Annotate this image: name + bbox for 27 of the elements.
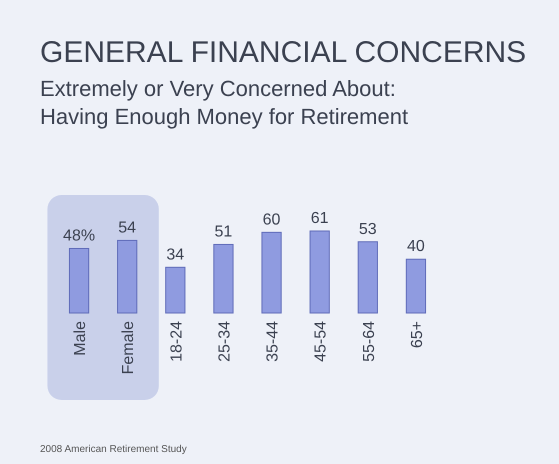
data-label: 51 (214, 223, 232, 240)
text: 2008 American Retirement Study (40, 444, 187, 455)
bar (165, 266, 186, 314)
x-tick-label: 18-24 (168, 320, 186, 362)
data-label: 60 (262, 211, 281, 228)
bar (261, 232, 282, 314)
x-tick-label: 45-54 (312, 320, 330, 362)
x-tick-label: 55-64 (360, 320, 378, 362)
bar (68, 248, 90, 314)
bar (310, 230, 330, 314)
data-label: 40 (407, 238, 425, 256)
x-tick-label: Female (120, 320, 138, 374)
chart-subtitle: Extremely or Very Concerned About: Having Enough Money for Retirement (40, 76, 408, 129)
x-tick-label: 65+ (408, 321, 426, 348)
data-label: 48% (63, 227, 96, 244)
data-label: 61 (310, 210, 329, 227)
chart-title: GENERAL FINANCIAL CONCERNS (40, 36, 526, 69)
bar (117, 240, 138, 314)
data-label: 34 (166, 246, 184, 264)
bar (213, 244, 234, 314)
bar (406, 258, 426, 314)
bar (358, 241, 378, 314)
x-tick-label: Male (72, 320, 90, 356)
x-tick-label: 25-34 (216, 320, 234, 362)
x-tick-label: 35-44 (264, 320, 282, 362)
data-label: 53 (358, 220, 377, 238)
data-label: 54 (118, 219, 136, 236)
